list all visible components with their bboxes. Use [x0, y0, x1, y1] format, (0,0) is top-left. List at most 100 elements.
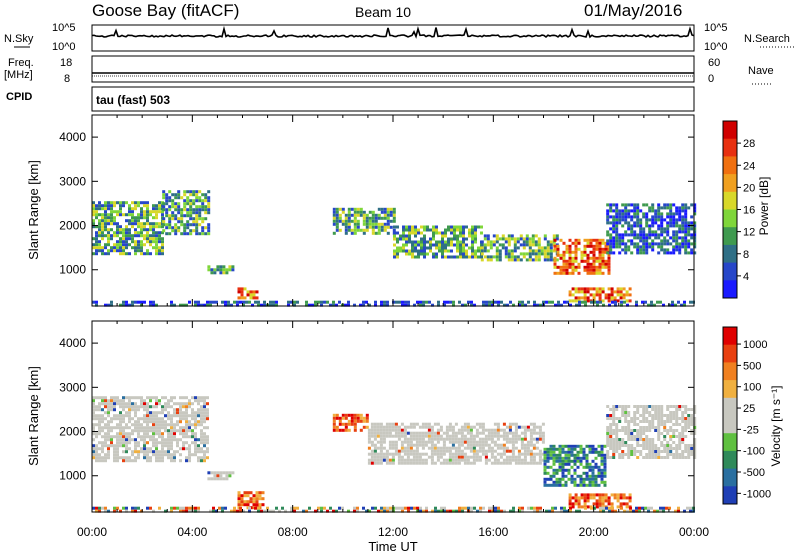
power-cell [459, 231, 462, 235]
velocity-cell [642, 414, 646, 417]
power-cell [143, 204, 146, 208]
power-cell [491, 300, 494, 304]
power-cell [353, 303, 356, 307]
power-cell [227, 303, 230, 307]
power-cell [399, 249, 402, 253]
velocity-cell [191, 429, 194, 433]
velocity-cell [561, 450, 565, 454]
velocity-cell [597, 471, 601, 475]
power-cell [495, 258, 499, 262]
velocity-cell [484, 443, 488, 447]
velocity-cell [182, 396, 185, 400]
velocity-cell [567, 459, 571, 463]
power-cell [447, 243, 450, 247]
power-cell [656, 300, 659, 304]
velocity-cell [690, 420, 694, 423]
power-cell [95, 300, 98, 304]
power-cell [636, 236, 640, 240]
velocity-cell [373, 446, 377, 450]
power-cell [592, 268, 596, 272]
power-cell [492, 255, 496, 259]
velocity-cell [140, 426, 143, 430]
power-cell [195, 220, 199, 224]
velocity-cell [654, 426, 658, 429]
velocity-cell [155, 423, 158, 427]
power-cell [592, 256, 596, 260]
velocity-cell [609, 432, 613, 435]
power-cell [143, 243, 146, 247]
power-colorbar-tick-label: 24 [743, 160, 755, 172]
velocity-cell [140, 447, 143, 451]
power-cell [586, 290, 590, 294]
power-cell [459, 246, 462, 250]
velocity-cell [576, 456, 580, 460]
velocity-cell [164, 420, 167, 424]
velocity-cell [409, 443, 413, 447]
velocity-cell [350, 422, 354, 426]
power-cell [609, 239, 613, 243]
power-cell [101, 249, 104, 253]
power-cell [562, 259, 566, 263]
velocity-cell [555, 477, 559, 481]
power-cell [636, 221, 640, 225]
velocity-cell [538, 437, 542, 441]
power-cell [414, 249, 417, 253]
velocity-cell [317, 506, 320, 510]
velocity-cell [678, 438, 682, 441]
velocity-cell [185, 459, 188, 463]
velocity-cell [609, 435, 613, 438]
power-cell [586, 244, 590, 248]
velocity-cell [403, 437, 407, 441]
power-cell [537, 240, 541, 244]
velocity-cell [681, 450, 685, 453]
velocity-cell [660, 411, 664, 414]
velocity-cell [179, 426, 182, 430]
power-cell [537, 258, 541, 262]
velocity-cell [320, 509, 323, 513]
power-cell [630, 209, 634, 213]
velocity-cell [499, 461, 503, 465]
power-cell [601, 287, 605, 291]
velocity-cell [370, 455, 374, 459]
power-cell [518, 300, 521, 304]
velocity-cell [379, 449, 383, 453]
power-cell [411, 246, 414, 250]
power-cell [669, 209, 673, 213]
velocity-cell [693, 444, 697, 447]
velocity-cell [442, 443, 446, 447]
velocity-cell [240, 497, 244, 501]
velocity-cell [95, 447, 98, 451]
velocity-cell [475, 428, 479, 432]
velocity-cell [125, 509, 128, 513]
power-cell [693, 221, 697, 225]
power-cell [335, 207, 339, 211]
velocity-cell [173, 459, 176, 463]
velocity-cell [397, 425, 401, 429]
power-colorbar-tick-label: 8 [743, 249, 749, 261]
power-cell [161, 246, 164, 250]
velocity-cell [436, 455, 440, 459]
power-cell [260, 303, 263, 307]
power-cell [252, 290, 256, 294]
power-cell [531, 252, 535, 256]
power-cell [651, 221, 655, 225]
power-cell [350, 207, 354, 211]
velocity-cell [128, 417, 131, 421]
velocity-cell [394, 425, 398, 429]
velocity-cell [612, 438, 616, 441]
power-cell [666, 215, 670, 219]
power-cell [675, 239, 679, 243]
velocity-cell [554, 506, 557, 510]
cpid-value: tau (fast) 503 [96, 93, 170, 107]
velocity-colorbar-tick-label: 1000 [743, 339, 767, 351]
velocity-cell [586, 493, 590, 497]
power-cell [140, 213, 143, 217]
velocity-cell [615, 423, 619, 426]
velocity-cell [206, 402, 209, 406]
velocity-cell [107, 456, 110, 460]
power-cell [648, 218, 652, 222]
velocity-cell [107, 408, 110, 412]
power-cell [596, 303, 599, 307]
velocity-cell [356, 416, 360, 420]
power-cell [158, 237, 161, 241]
